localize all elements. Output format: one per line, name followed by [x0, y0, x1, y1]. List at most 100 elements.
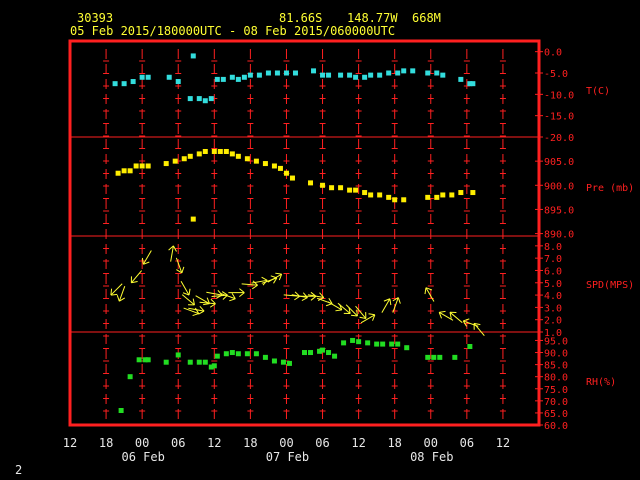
rh-point: [380, 341, 386, 347]
wind-barb-head-left: [251, 284, 258, 290]
wind-barb-shaft: [251, 279, 268, 284]
wind-barb: [181, 294, 195, 306]
wind-barb-shaft: [307, 294, 324, 299]
pres-point: [440, 192, 446, 198]
rh-point: [431, 354, 437, 360]
rh-point: [395, 341, 401, 347]
rh-point: [187, 359, 193, 365]
wind-barb-shaft: [337, 302, 351, 314]
pres-tick-label: 890.0: [544, 230, 574, 241]
wind-barb: [267, 272, 283, 283]
temp-point: [196, 96, 202, 102]
rh-point: [425, 354, 431, 360]
pres-point: [253, 158, 259, 164]
pres-point: [163, 161, 169, 167]
pres-point: [470, 190, 476, 196]
wind-barb-shaft: [438, 311, 454, 321]
rh-point: [332, 353, 338, 359]
wind-barb: [299, 291, 317, 301]
rh-tick-label: 60.0: [544, 421, 568, 432]
temp-point: [112, 81, 118, 87]
wind-barb-head-left: [294, 295, 300, 301]
pres-point: [449, 192, 455, 198]
rh-point: [404, 345, 410, 351]
pres-point: [181, 156, 187, 162]
wind-barb: [381, 298, 392, 313]
rh-point: [229, 350, 235, 356]
rh-point: [211, 363, 217, 369]
temp-point: [458, 76, 464, 82]
axis-labels: 12 18 00 06 12 18 00 06 12 18 00 06 12 06 Feb 07 Feb 08…: [63, 48, 634, 464]
temp-panel-label: T(C): [586, 86, 610, 97]
wind-barb: [241, 280, 258, 290]
rh-point: [350, 337, 356, 343]
wind-barb-head-left: [176, 269, 183, 274]
wind-barb-shaft: [142, 250, 152, 265]
wind-barb-head-right: [231, 293, 236, 300]
pres-point: [458, 190, 464, 196]
temp-point: [139, 74, 145, 80]
pres-point: [133, 163, 139, 169]
wind-barb-shaft: [360, 314, 376, 324]
wind-barb-shaft: [355, 305, 367, 319]
data-marks: [110, 53, 485, 414]
station-lat: 81.66S: [279, 11, 323, 25]
temp-point: [256, 72, 262, 78]
temp-tick-label: -5.0: [544, 69, 568, 80]
wind-barb: [392, 297, 401, 313]
day-label: 07 Feb: [266, 450, 309, 464]
pres-point: [386, 194, 392, 200]
wind-barb-head-left: [439, 310, 446, 313]
wind-barb-head-left: [389, 298, 392, 306]
rh-point: [244, 351, 250, 357]
wind-barb-head-left: [192, 313, 199, 317]
wind-barb: [116, 286, 126, 302]
pres-point: [217, 148, 223, 154]
wind-barb-head-left: [310, 295, 317, 301]
rh-point: [142, 357, 148, 363]
pres-point: [190, 216, 196, 222]
wind-tick-label: 7.0: [544, 254, 562, 265]
wind-barb-head-right: [319, 292, 325, 298]
wind-barb-head-left: [449, 311, 457, 313]
temp-point: [145, 74, 151, 80]
pres-point: [308, 180, 314, 186]
temp-point: [241, 74, 247, 80]
rh-point: [467, 343, 473, 349]
pres-point: [121, 168, 127, 174]
wind-barb-head-left: [141, 257, 144, 265]
wind-barb: [228, 288, 245, 298]
wind-barb-head-right: [194, 307, 200, 314]
rh-panel-label: RH(%): [586, 377, 616, 388]
wind-barb-head-right: [168, 245, 174, 251]
wind-barb: [188, 305, 205, 315]
rh-point: [163, 359, 169, 365]
rh-point: [175, 352, 181, 358]
temp-tick-label: -20.0: [544, 133, 574, 144]
wind-barb-head-right: [473, 323, 475, 330]
wind-barb-head-right: [199, 305, 205, 312]
rh-point: [326, 350, 332, 356]
wind-barb-head-right: [365, 312, 367, 319]
wind-barb-head-left: [463, 318, 470, 322]
temp-point: [395, 70, 401, 76]
temp-point: [326, 72, 332, 78]
rh-point: [127, 374, 133, 380]
rh-point: [136, 357, 142, 363]
time-range: 05 Feb 2015/180000UTC - 08 Feb 2015/0600…: [70, 24, 396, 38]
wind-barb-head-left: [209, 303, 216, 308]
rh-point: [437, 354, 443, 360]
wind-barb-shaft: [199, 301, 216, 305]
wind-barb-head-left: [182, 292, 190, 296]
wind-barb-head-left: [425, 287, 433, 291]
rh-point: [452, 354, 458, 360]
wind-barb: [168, 245, 177, 262]
temp-point: [235, 76, 241, 82]
rh-tick-label: 90.0: [544, 349, 568, 360]
temp-point: [347, 72, 353, 78]
page-number: 2: [15, 463, 23, 477]
pres-point: [347, 187, 353, 193]
wind-barb: [220, 292, 236, 302]
temp-point: [377, 72, 383, 78]
temp-point: [386, 70, 392, 76]
